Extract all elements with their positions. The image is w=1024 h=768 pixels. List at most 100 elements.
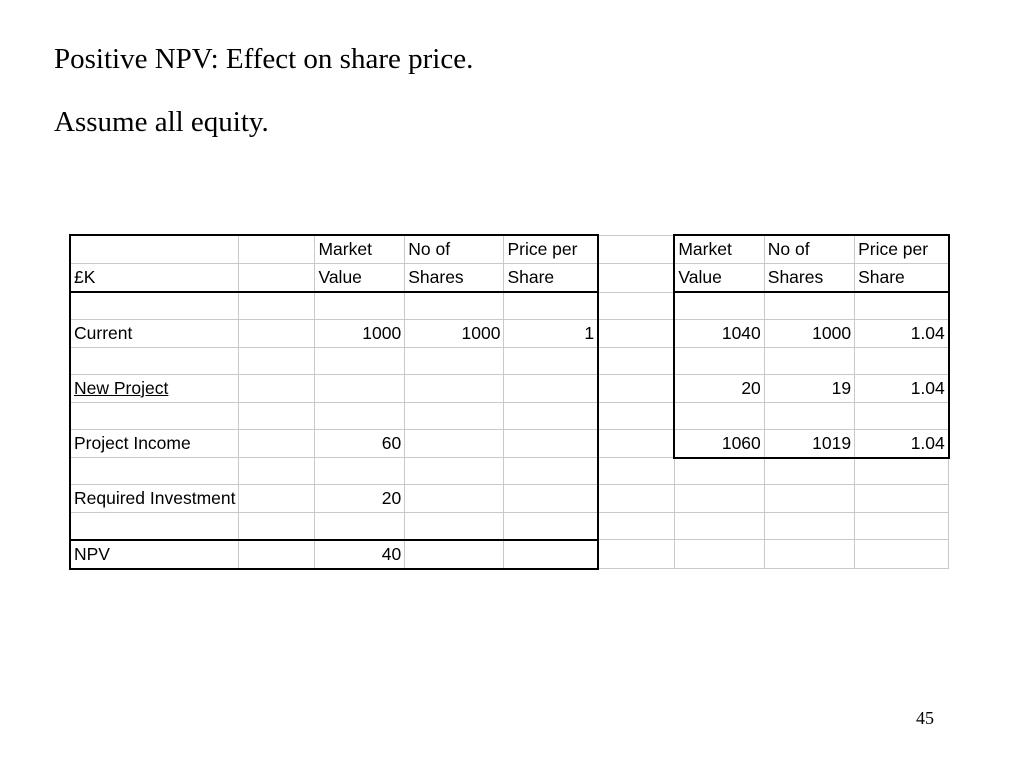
cell[interactable] (597, 263, 675, 293)
header-no-of[interactable]: No of (404, 234, 505, 264)
header-shares-right[interactable]: Shares (763, 263, 856, 293)
cell[interactable] (854, 512, 950, 540)
cell[interactable] (503, 512, 600, 541)
cell[interactable] (673, 539, 765, 569)
header-share[interactable]: Share (503, 263, 600, 293)
cell[interactable] (69, 346, 240, 375)
cell[interactable] (673, 346, 765, 375)
cell[interactable] (503, 428, 600, 458)
cell[interactable] (69, 512, 240, 541)
required-investment-label[interactable]: Required Investment (69, 484, 240, 513)
cell[interactable] (854, 346, 950, 375)
cell[interactable] (503, 539, 600, 570)
cell[interactable] (238, 428, 316, 458)
cell[interactable] (238, 512, 316, 541)
current-shares[interactable]: 1000 (404, 318, 505, 348)
header-price-per[interactable]: Price per (503, 234, 600, 264)
cell[interactable] (503, 457, 600, 485)
unit-label[interactable]: £K (69, 263, 240, 293)
current-label[interactable]: Current (69, 318, 240, 348)
cell[interactable] (238, 291, 316, 320)
cell[interactable] (854, 539, 950, 569)
cell[interactable] (854, 457, 950, 485)
current-price[interactable]: 1 (503, 318, 600, 348)
cell[interactable] (597, 428, 675, 458)
cell[interactable] (314, 457, 406, 485)
cell[interactable] (69, 234, 240, 264)
cell[interactable] (404, 512, 505, 541)
cell[interactable] (854, 401, 950, 430)
cell[interactable] (763, 291, 856, 320)
right-current-price[interactable]: 1.04 (854, 318, 950, 348)
cell[interactable] (238, 539, 316, 570)
cell[interactable] (404, 484, 505, 513)
header-value-right[interactable]: Value (673, 263, 765, 293)
cell[interactable] (238, 484, 316, 513)
cell[interactable] (69, 291, 240, 320)
cell[interactable] (404, 539, 505, 570)
cell[interactable] (314, 401, 406, 430)
cell[interactable] (238, 401, 316, 430)
project-income-label[interactable]: Project Income (69, 428, 240, 458)
right-new-project-shares[interactable]: 19 (763, 373, 856, 403)
header-shares[interactable]: Shares (404, 263, 505, 293)
cell[interactable] (597, 291, 675, 320)
right-total-shares[interactable]: 1019 (763, 428, 856, 459)
cell[interactable] (503, 484, 600, 513)
header-market[interactable]: Market (314, 234, 406, 264)
cell[interactable] (673, 457, 765, 485)
cell[interactable] (597, 512, 675, 540)
cell[interactable] (854, 291, 950, 320)
cell[interactable] (238, 234, 316, 264)
right-new-project-price[interactable]: 1.04 (854, 373, 950, 403)
cell[interactable] (314, 373, 406, 403)
cell[interactable] (69, 457, 240, 485)
npv-value[interactable]: 40 (314, 539, 406, 570)
cell[interactable] (673, 401, 765, 430)
cell[interactable] (597, 539, 675, 569)
required-investment-value[interactable]: 20 (314, 484, 406, 513)
cell[interactable] (597, 457, 675, 485)
cell[interactable] (69, 401, 240, 430)
cell[interactable] (404, 346, 505, 375)
cell[interactable] (763, 512, 856, 540)
cell[interactable] (763, 401, 856, 430)
npv-label[interactable]: NPV (69, 539, 240, 570)
cell[interactable] (763, 484, 856, 513)
cell[interactable] (673, 512, 765, 540)
new-project-label[interactable]: New Project (69, 373, 240, 403)
cell[interactable] (404, 428, 505, 458)
cell[interactable] (503, 401, 600, 430)
cell[interactable] (238, 373, 316, 403)
cell[interactable] (503, 346, 600, 375)
cell[interactable] (597, 484, 675, 513)
cell[interactable] (597, 373, 675, 403)
cell[interactable] (238, 318, 316, 348)
cell[interactable] (404, 373, 505, 403)
cell[interactable] (314, 512, 406, 541)
cell[interactable] (597, 346, 675, 375)
current-market-value[interactable]: 1000 (314, 318, 406, 348)
right-new-project-market-value[interactable]: 20 (673, 373, 765, 403)
header-no-of-right[interactable]: No of (763, 234, 856, 264)
cell[interactable] (503, 373, 600, 403)
cell[interactable] (597, 318, 675, 348)
header-share-right[interactable]: Share (854, 263, 950, 293)
cell[interactable] (763, 457, 856, 485)
cell[interactable] (238, 346, 316, 375)
cell[interactable] (503, 291, 600, 320)
cell[interactable] (404, 457, 505, 485)
right-total-market-value[interactable]: 1060 (673, 428, 765, 459)
cell[interactable] (314, 346, 406, 375)
right-total-price[interactable]: 1.04 (854, 428, 950, 459)
cell[interactable] (597, 234, 675, 264)
cell[interactable] (763, 346, 856, 375)
project-income-value[interactable]: 60 (314, 428, 406, 458)
cell[interactable] (404, 291, 505, 320)
cell[interactable] (314, 291, 406, 320)
cell[interactable] (673, 484, 765, 513)
right-current-shares[interactable]: 1000 (763, 318, 856, 348)
right-current-market-value[interactable]: 1040 (673, 318, 765, 348)
cell[interactable] (238, 263, 316, 293)
header-market-right[interactable]: Market (673, 234, 765, 264)
